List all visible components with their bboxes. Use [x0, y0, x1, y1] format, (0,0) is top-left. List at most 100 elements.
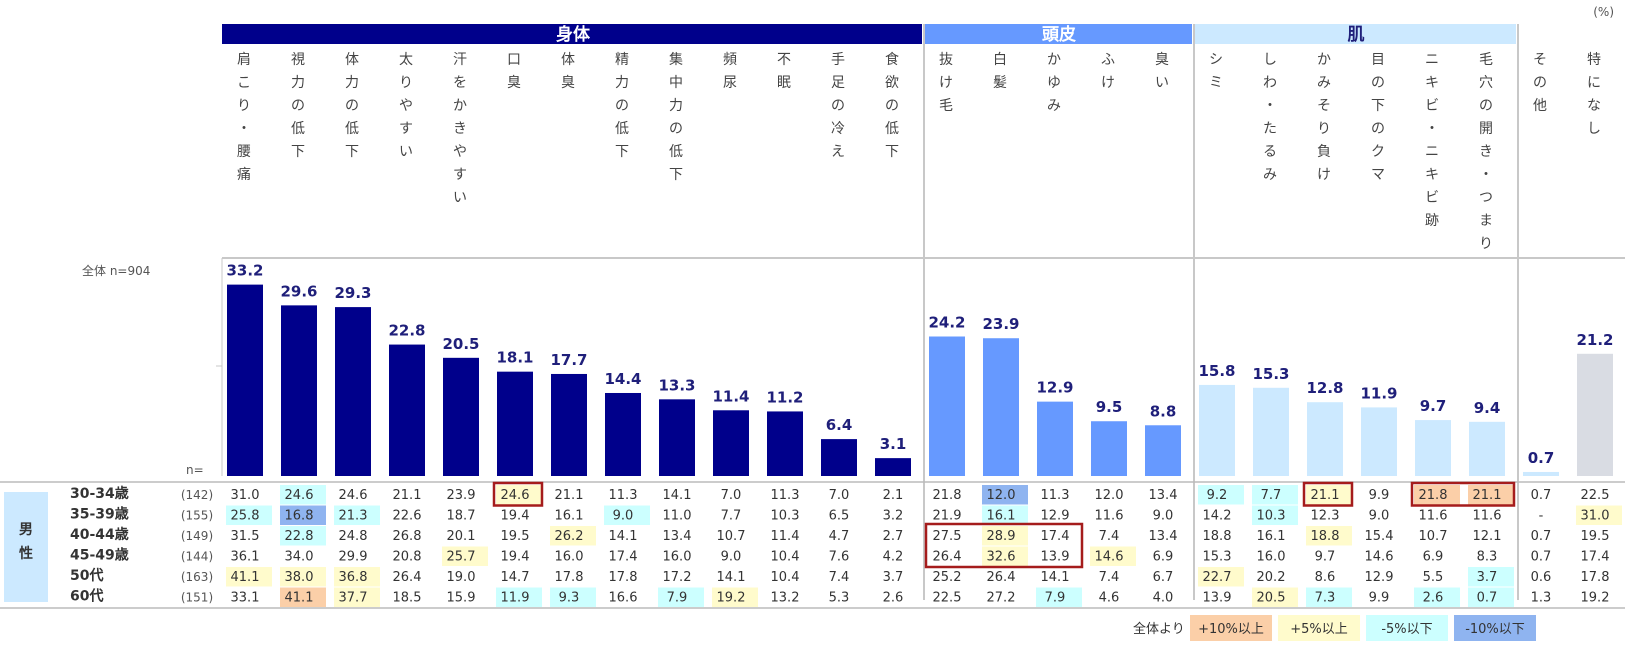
category-label-4-5: す: [453, 167, 467, 183]
row-label-4: 50代: [70, 567, 103, 584]
bar-24: [1523, 471, 1559, 476]
row-n-0: (142): [181, 488, 213, 502]
cell-4-18: 22.7: [1203, 570, 1232, 585]
category-label-11-2: の: [831, 98, 845, 114]
cell-bg-5-2: [334, 587, 380, 607]
emphasis-frame-1: [1302, 481, 1354, 507]
cell-5-9: 19.2: [717, 591, 746, 606]
bar-14: [983, 338, 1019, 476]
row-label-0: 30-34歳: [70, 485, 129, 502]
cell-3-10: 10.4: [771, 550, 800, 565]
bar-13: [929, 336, 965, 476]
cell-2-18: 18.8: [1203, 529, 1232, 544]
cell-1-5: 19.4: [501, 509, 530, 524]
value-label-24: 0.7: [1528, 449, 1555, 467]
cell-5-22: 2.6: [1423, 591, 1444, 606]
row-label-3: 45-49歳: [70, 547, 129, 564]
cell-2-24: 0.7: [1531, 529, 1552, 544]
cell-1-22: 11.6: [1419, 509, 1448, 524]
cell-1-2: 21.3: [339, 509, 368, 524]
cell-3-7: 17.4: [609, 550, 638, 565]
cell-4-3: 26.4: [393, 570, 422, 585]
cell-5-7: 16.6: [609, 591, 638, 606]
cell-1-20: 12.3: [1311, 509, 1340, 524]
cell-4-14: 26.4: [987, 570, 1016, 585]
row-n-3: (144): [181, 550, 213, 564]
category-label-22-4: ニ: [1425, 144, 1439, 160]
cell-4-2: 36.8: [339, 570, 368, 585]
cell-bg-5-9: [712, 587, 758, 607]
cell-1-13: 21.9: [933, 509, 962, 524]
category-label-16-0: ふ: [1101, 52, 1115, 68]
cell-4-22: 5.5: [1423, 570, 1444, 585]
category-label-2-3: 低: [345, 121, 359, 137]
cell-5-23: 0.7: [1477, 591, 1498, 606]
cell-2-4: 20.1: [447, 529, 476, 544]
category-label-21-3: の: [1371, 121, 1385, 137]
category-label-19-3: た: [1263, 121, 1277, 137]
category-label-20-4: 負: [1317, 144, 1331, 160]
legend-swatch-1: [1278, 615, 1360, 641]
bar-9: [713, 410, 749, 476]
cell-5-5: 11.9: [501, 591, 530, 606]
category-label-20-2: そ: [1317, 98, 1331, 114]
cell-5-15: 7.9: [1045, 591, 1066, 606]
category-label-17-1: い: [1155, 75, 1169, 91]
cell-2-9: 10.7: [717, 529, 746, 544]
category-label-9-1: 尿: [723, 75, 737, 91]
cell-2-21: 15.4: [1365, 529, 1394, 544]
cell-bg-5-8: [658, 587, 704, 607]
cell-bg-1-2: [334, 505, 380, 525]
cell-5-19: 20.5: [1257, 591, 1286, 606]
cell-bg-0-23: [1468, 485, 1514, 505]
legend-swatch-3: [1454, 615, 1536, 641]
bar-16: [1091, 421, 1127, 476]
value-label-15: 12.9: [1036, 379, 1073, 397]
cell-1-19: 10.3: [1257, 509, 1286, 524]
cell-2-25: 19.5: [1581, 529, 1610, 544]
value-label-11: 6.4: [826, 416, 853, 434]
category-label-22-6: ビ: [1425, 190, 1439, 206]
cell-0-10: 11.3: [771, 488, 800, 503]
emphasis-frame-3: [924, 522, 1084, 569]
category-label-3-0: 太: [399, 52, 413, 68]
cell-3-11: 7.6: [829, 550, 850, 565]
bar-20: [1307, 402, 1343, 476]
legend-label-3: -10%以下: [1465, 622, 1525, 637]
cell-5-10: 13.2: [771, 591, 800, 606]
category-label-22-0: ニ: [1425, 52, 1439, 68]
cell-3-18: 15.3: [1203, 550, 1232, 565]
cell-bg-4-0: [226, 567, 272, 587]
cell-1-23: 11.6: [1473, 509, 1502, 524]
cell-bg-2-6: [550, 526, 596, 546]
value-label-3: 22.8: [388, 322, 425, 340]
value-label-22: 9.7: [1420, 397, 1447, 415]
cell-3-5: 19.4: [501, 550, 530, 565]
category-label-20-0: か: [1317, 52, 1331, 68]
cell-5-24: 1.3: [1531, 591, 1552, 606]
category-label-12-0: 食: [885, 51, 899, 68]
cell-bg-5-1: [280, 587, 326, 607]
bar-5: [497, 371, 533, 476]
cell-1-15: 12.9: [1041, 509, 1070, 524]
cell-5-17: 4.0: [1153, 591, 1174, 606]
cell-0-17: 13.4: [1149, 488, 1178, 503]
cell-3-25: 17.4: [1581, 550, 1610, 565]
cell-4-0: 41.1: [231, 570, 260, 585]
category-label-23-4: き: [1479, 144, 1493, 160]
cell-3-21: 14.6: [1365, 550, 1394, 565]
row-label-2: 40-44歳: [70, 526, 129, 543]
cell-4-17: 6.7: [1153, 570, 1174, 585]
cell-5-6: 9.3: [559, 591, 580, 606]
category-label-0-5: 痛: [237, 166, 251, 183]
cell-bg-1-25: [1576, 505, 1622, 525]
cell-5-13: 22.5: [933, 591, 962, 606]
value-label-18: 15.8: [1198, 362, 1235, 380]
bar-10: [767, 411, 803, 476]
cell-1-9: 7.7: [721, 509, 742, 524]
bar-8: [659, 399, 695, 476]
category-label-5-0: 口: [507, 52, 521, 68]
cell-1-8: 11.0: [663, 509, 692, 524]
legend-swatch-0: [1190, 615, 1272, 641]
category-label-4-1: を: [453, 75, 467, 91]
